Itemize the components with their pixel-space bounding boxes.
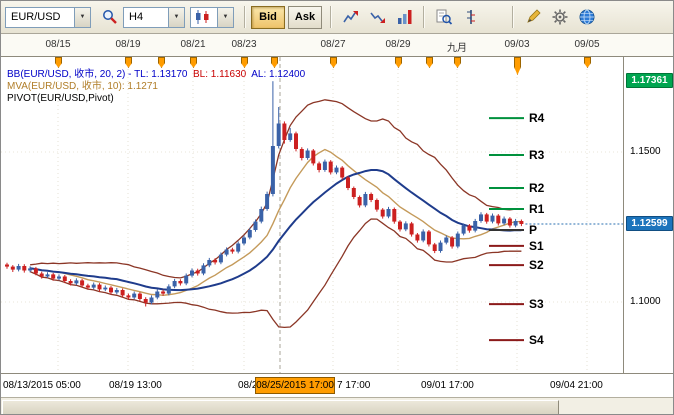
time-label: 09/04 21:00 xyxy=(550,380,603,391)
bb-tl-value: TL: 1.13170 xyxy=(134,69,188,80)
zoom-button[interactable] xyxy=(431,5,456,29)
time-label: 7 17:00 xyxy=(337,380,371,391)
globe-icon xyxy=(579,9,594,25)
high-price-badge: 1.17361 xyxy=(626,73,673,89)
selected-time-badge: 08/25/2015 17:00 xyxy=(255,377,335,394)
settings-button[interactable] xyxy=(547,5,572,29)
chart-type-arrow-icon[interactable]: ▼ xyxy=(217,7,233,27)
toolbar-separator xyxy=(330,6,332,28)
price-tick-2: 1.1000 xyxy=(630,296,661,307)
symbol-combo-arrow-icon[interactable]: ▼ xyxy=(74,7,90,27)
svg-text:P: P xyxy=(529,223,537,237)
period-combo[interactable]: H4 ▼ xyxy=(123,6,185,28)
indicator-ruler-icon xyxy=(466,10,475,24)
svg-text:R1: R1 xyxy=(529,202,545,216)
svg-text:R2: R2 xyxy=(529,181,545,195)
indicators-button[interactable] xyxy=(458,5,483,29)
pencil-icon xyxy=(526,9,541,23)
pivot-legend-row: PIVOT(EUR/USD,Pivot) xyxy=(7,93,114,104)
svg-text:S3: S3 xyxy=(529,297,544,311)
chart-area[interactable]: R4 R3 R2 R1 P S1 S2 S3 S4 BB(EUR/USD, 收市, 20, 2)… xyxy=(1,57,623,373)
svg-text:S2: S2 xyxy=(529,258,544,272)
zoom-page-icon xyxy=(436,9,452,25)
toolbar-separator xyxy=(512,6,514,28)
date-label: 08/21 xyxy=(180,39,206,50)
gear-icon xyxy=(552,9,567,25)
symbol-search-button[interactable] xyxy=(97,5,122,29)
trend-up-icon xyxy=(342,11,358,23)
time-label: 08/13/2015 05:00 xyxy=(3,380,81,391)
symbol-combo[interactable]: EUR/USD ▼ xyxy=(5,6,91,28)
time-label: 08/19 13:00 xyxy=(109,380,162,391)
date-label: 九月 xyxy=(447,43,467,54)
current-price-badge: 1.12599 xyxy=(626,216,673,232)
date-label: 08/27 xyxy=(320,39,346,50)
date-ruler[interactable]: 08/15 08/19 08/21 08/23 08/27 08/29 九月 09/03 09/… xyxy=(1,34,673,57)
chart-type-combo[interactable]: ▼ xyxy=(190,6,234,28)
time-label: 08/2 xyxy=(238,380,258,391)
bar-chart-icon xyxy=(397,10,411,24)
date-label: 08/15 xyxy=(45,39,71,50)
price-tick: 1.1500 xyxy=(630,146,661,157)
magnifier-icon xyxy=(102,10,117,24)
bb-bl-value: BL: 1.11630 xyxy=(193,69,247,80)
time-axis[interactable]: 08/25/2015 17:00 08/13/2015 05:00 08/19 1… xyxy=(1,373,673,397)
ask-button[interactable]: Ask xyxy=(288,5,322,29)
bb-legend-row: BB(EUR/USD, 收市, 20, 2) - TL: 1.13170 BL:… xyxy=(7,69,305,81)
bar-chart-button[interactable] xyxy=(392,5,417,29)
bb-label: BB(EUR/USD, 收市, 20, 2) - xyxy=(7,69,132,80)
svg-text:R3: R3 xyxy=(529,148,545,162)
bid-button[interactable]: Bid xyxy=(251,5,285,29)
price-axis[interactable]: 1.17361 1.1500 1.12599 1.1000 xyxy=(623,57,673,373)
period-combo-value: H4 xyxy=(129,11,144,23)
trend-up-button[interactable] xyxy=(338,5,363,29)
indicator-legend: BB(EUR/USD, 收市, 20, 2) - TL: 1.13170 BL:… xyxy=(7,69,305,105)
horizontal-scrollbar[interactable] xyxy=(1,397,673,414)
date-label: 09/03 xyxy=(504,39,530,50)
candlestick-chart-icon xyxy=(196,10,209,24)
svg-text:S4: S4 xyxy=(529,333,544,347)
symbol-combo-value: EUR/USD xyxy=(11,11,61,23)
toolbar-separator xyxy=(423,6,425,28)
date-label: 08/29 xyxy=(385,39,411,50)
toolbar: EUR/USD ▼ H4 ▼ ▼ Bid Ask xyxy=(1,1,673,34)
draw-button[interactable] xyxy=(520,5,545,29)
globe-button[interactable] xyxy=(574,5,599,29)
date-label: 08/23 xyxy=(231,39,257,50)
date-label: 08/19 xyxy=(115,39,141,50)
mva-legend-row: MVA(EUR/USD, 收市, 10): 1.1271 xyxy=(7,81,158,92)
toolbar-separator xyxy=(244,6,246,28)
period-combo-arrow-icon[interactable]: ▼ xyxy=(168,7,184,27)
chart-canvas[interactable]: R4 R3 R2 R1 P S1 S2 S3 S4 xyxy=(1,57,623,373)
trend-down-button[interactable] xyxy=(365,5,390,29)
scrollbar-thumb[interactable] xyxy=(2,400,559,414)
time-label: 09/01 17:00 xyxy=(421,380,474,391)
svg-text:R4: R4 xyxy=(529,111,545,125)
bb-al-value: AL: 1.12400 xyxy=(251,69,306,80)
trend-down-icon xyxy=(369,12,385,23)
svg-text:S1: S1 xyxy=(529,239,544,253)
date-label: 09/05 xyxy=(574,39,600,50)
